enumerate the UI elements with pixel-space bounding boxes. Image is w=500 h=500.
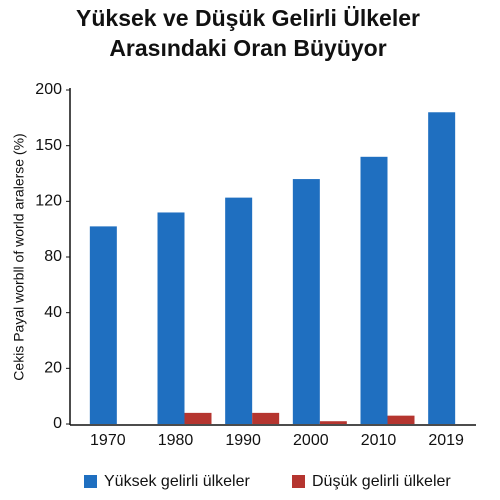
legend-swatch bbox=[84, 475, 97, 488]
x-tick-label: 2000 bbox=[293, 432, 329, 449]
bar bbox=[184, 412, 212, 424]
y-tick-label: 20 bbox=[44, 360, 62, 377]
y-axis-label: Cekis Payal worbll of world aralerse (%) bbox=[11, 133, 27, 380]
bar bbox=[225, 197, 253, 424]
bar bbox=[157, 212, 185, 424]
x-tick-label: 2019 bbox=[428, 432, 464, 449]
chart-title: Arasındaki Oran Büyüyor bbox=[109, 35, 386, 61]
legend-label: Yüksek gelirli ülkeler bbox=[104, 473, 251, 490]
legend-swatch bbox=[292, 475, 305, 488]
chart-title: Yüksek ve Düşük Gelirli Ülkeler bbox=[76, 5, 420, 31]
x-tick-label: 1980 bbox=[158, 432, 194, 449]
y-tick-label: 40 bbox=[44, 304, 62, 321]
y-tick-label: 150 bbox=[35, 137, 62, 154]
bar bbox=[428, 112, 456, 425]
x-tick-label: 1970 bbox=[90, 432, 126, 449]
y-tick-label: 120 bbox=[35, 193, 62, 210]
bar bbox=[319, 421, 347, 424]
y-tick-label: 80 bbox=[44, 248, 62, 265]
y-tick-label: 200 bbox=[35, 81, 62, 98]
legend-label: Düşük gelirli ülkeler bbox=[312, 473, 451, 490]
bar bbox=[387, 415, 415, 424]
bar bbox=[89, 226, 117, 424]
bar bbox=[252, 412, 280, 424]
y-tick-label: 0 bbox=[53, 415, 62, 432]
x-tick-label: 1990 bbox=[225, 432, 261, 449]
x-tick-label: 2010 bbox=[361, 432, 397, 449]
bar bbox=[360, 156, 388, 425]
bar bbox=[292, 179, 320, 424]
